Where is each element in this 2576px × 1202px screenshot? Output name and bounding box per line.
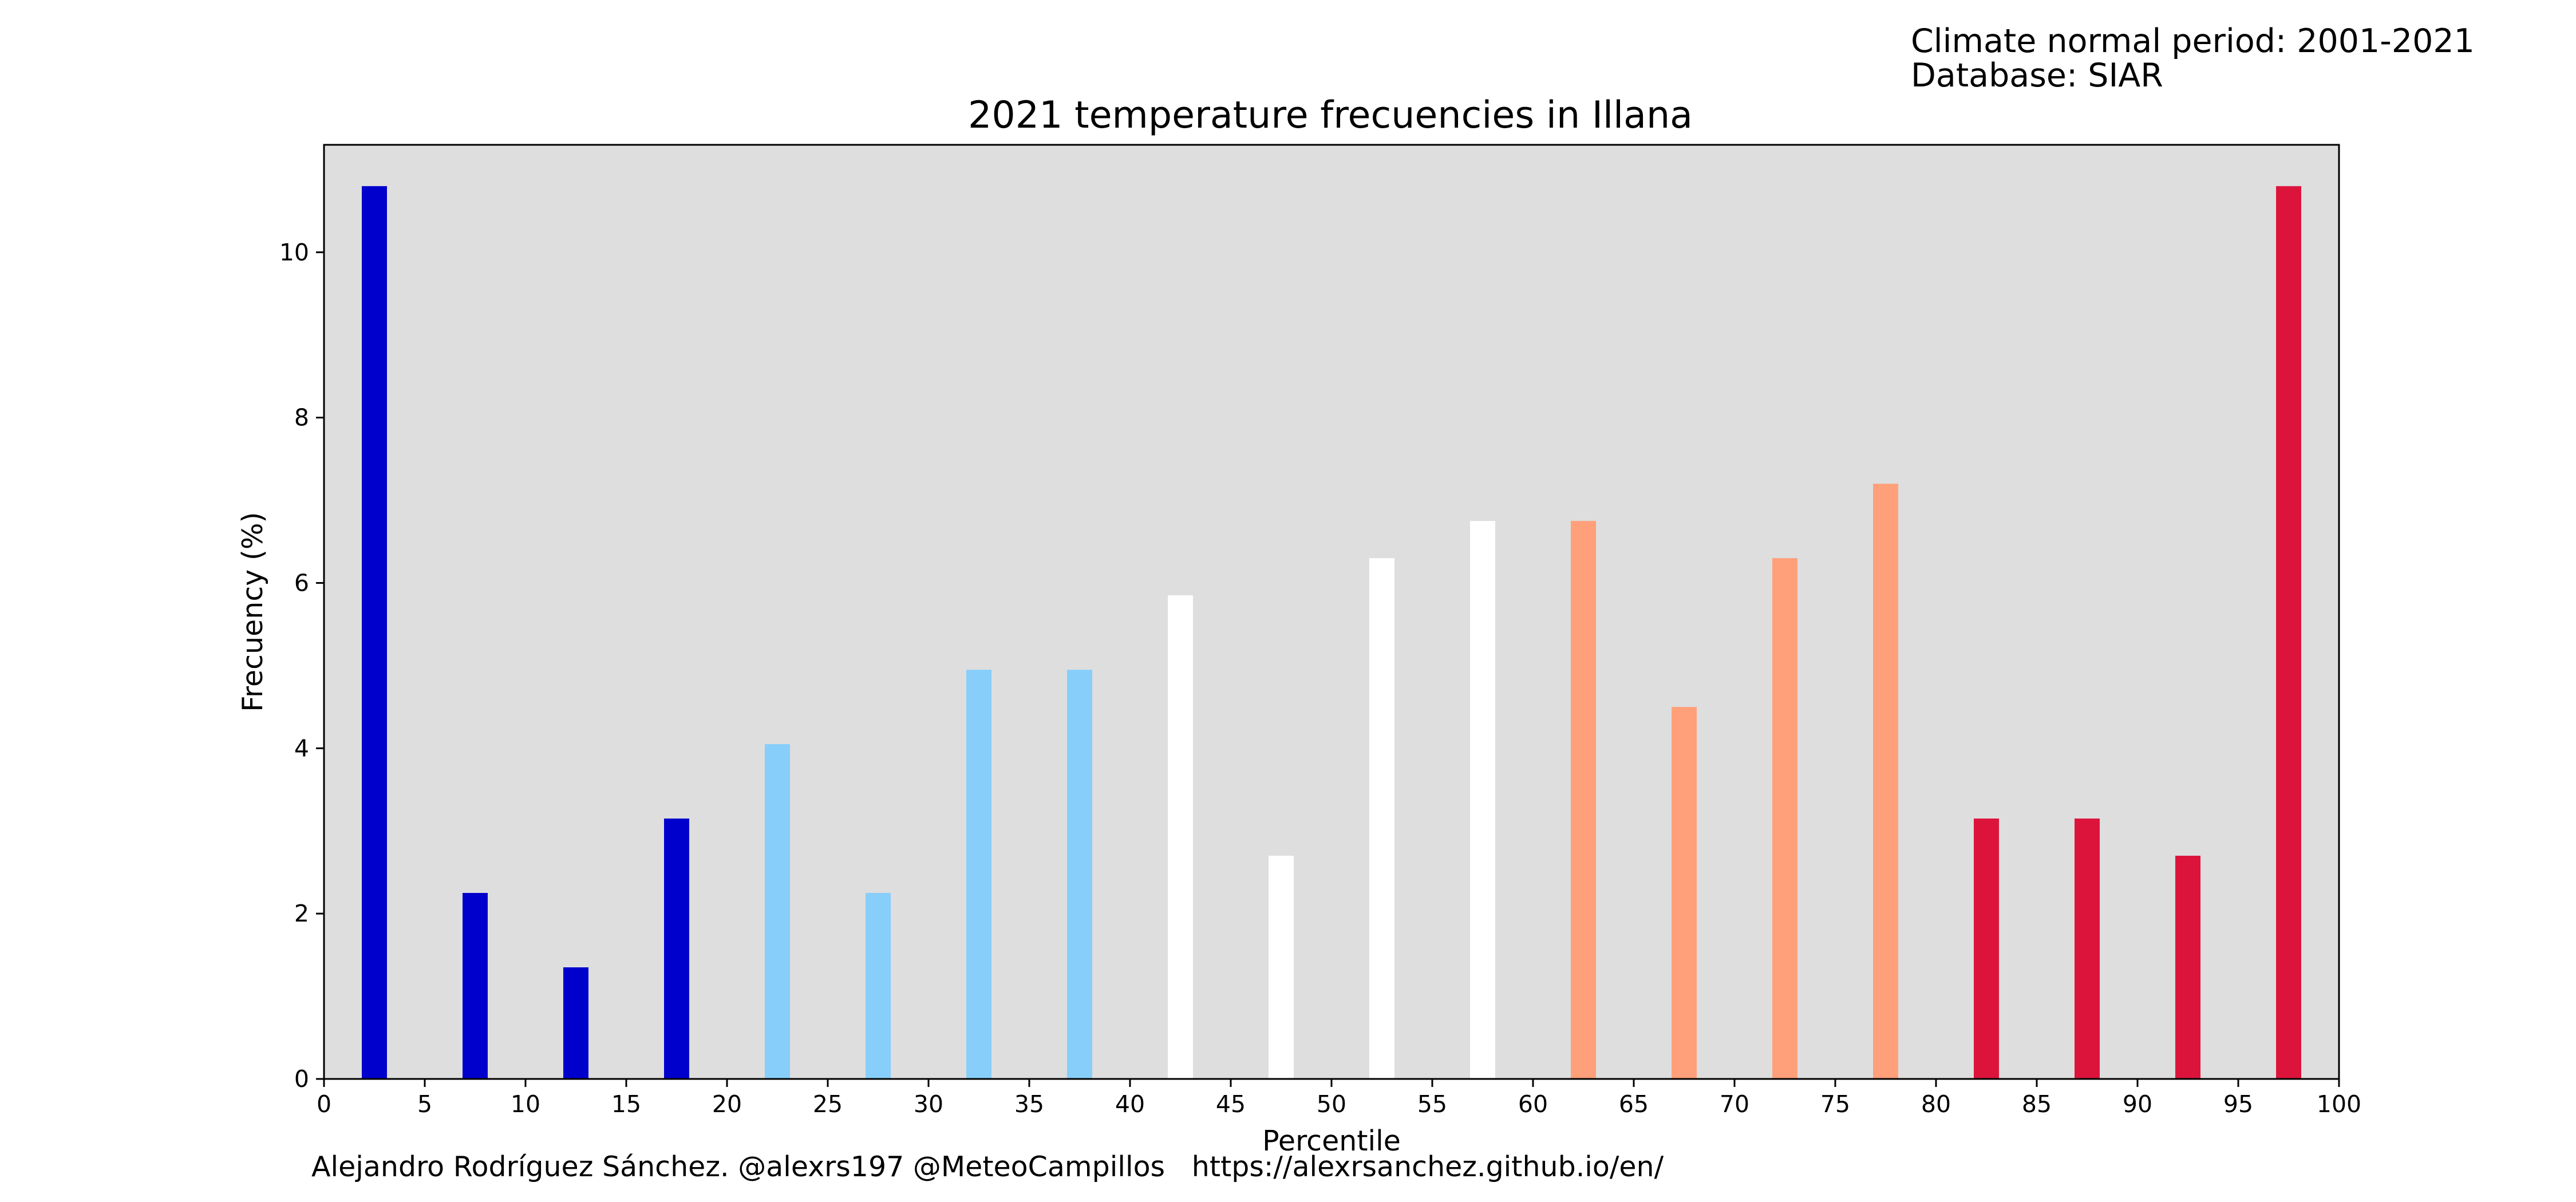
bar-p72.5 <box>1772 558 1797 1079</box>
bar-p27.5 <box>866 893 891 1079</box>
bar-p12.5 <box>563 967 588 1079</box>
x-tick-label: 85 <box>2022 1090 2052 1118</box>
x-tick-label: 75 <box>1820 1090 1850 1118</box>
x-tick-label: 80 <box>1921 1090 1951 1118</box>
bar-p22.5 <box>765 744 790 1079</box>
x-tick-label: 60 <box>1518 1090 1548 1118</box>
x-axis-label: Percentile <box>1262 1125 1401 1157</box>
bar-p82.5 <box>1974 819 1999 1079</box>
bar-p57.5 <box>1470 521 1495 1079</box>
bar-p47.5 <box>1269 856 1294 1079</box>
bar-p7.5 <box>463 893 488 1079</box>
y-tick-label: 0 <box>294 1065 309 1093</box>
y-tick-label: 2 <box>294 900 309 927</box>
y-axis-label: Frecuency (%) <box>236 512 269 711</box>
x-axis-ticks: 0 5 10 15 20 25 30 35 40 45 50 55 60 65 70 75 80 85 90 95 10… <box>317 1079 2361 1118</box>
x-tick-label: 20 <box>712 1090 742 1118</box>
x-tick-label: 70 <box>1720 1090 1749 1118</box>
x-tick-label: 95 <box>2223 1090 2253 1118</box>
y-tick-label: 10 <box>279 239 309 266</box>
x-tick-label: 65 <box>1619 1090 1649 1118</box>
bar-p52.5 <box>1369 558 1394 1079</box>
x-tick-label: 35 <box>1014 1090 1044 1118</box>
x-tick-label: 90 <box>2123 1090 2152 1118</box>
x-tick-label: 5 <box>417 1090 432 1118</box>
chart-title: 2021 temperature frecuencies in Illana <box>968 94 1693 137</box>
bar-p42.5 <box>1168 595 1193 1079</box>
database-note: Database: SIAR <box>1911 57 2163 94</box>
climate-period-note: Climate normal period: 2001-2021 <box>1911 22 2475 60</box>
bar-p62.5 <box>1571 521 1596 1079</box>
x-tick-label: 25 <box>813 1090 843 1118</box>
y-tick-label: 4 <box>294 734 309 762</box>
bars-group <box>362 186 2301 1079</box>
bar-p87.5 <box>2075 819 2100 1079</box>
x-tick-label: 55 <box>1417 1090 1447 1118</box>
bar-p67.5 <box>1672 707 1697 1079</box>
x-tick-label: 0 <box>317 1090 331 1118</box>
bar-p2.5 <box>362 186 387 1079</box>
x-tick-label: 30 <box>914 1090 943 1118</box>
footer-credits: Alejandro Rodríguez Sánchez. @alexrs197 … <box>311 1150 1664 1183</box>
x-tick-label: 50 <box>1317 1090 1346 1118</box>
bar-p92.5 <box>2175 856 2200 1079</box>
x-tick-label: 45 <box>1216 1090 1246 1118</box>
bar-p37.5 <box>1067 670 1092 1079</box>
x-tick-label: 40 <box>1115 1090 1145 1118</box>
x-tick-label: 10 <box>511 1090 540 1118</box>
y-tick-label: 6 <box>294 569 309 596</box>
bar-p17.5 <box>664 819 689 1079</box>
y-axis-ticks: 0 2 4 6 8 10 <box>279 239 324 1093</box>
x-tick-label: 15 <box>611 1090 641 1118</box>
bar-p32.5 <box>966 670 991 1079</box>
x-tick-label: 100 <box>2317 1090 2361 1118</box>
bar-p77.5 <box>1873 484 1898 1079</box>
bar-p97.5 <box>2276 186 2301 1079</box>
y-tick-label: 8 <box>294 404 309 432</box>
plot-area <box>324 145 2339 1079</box>
